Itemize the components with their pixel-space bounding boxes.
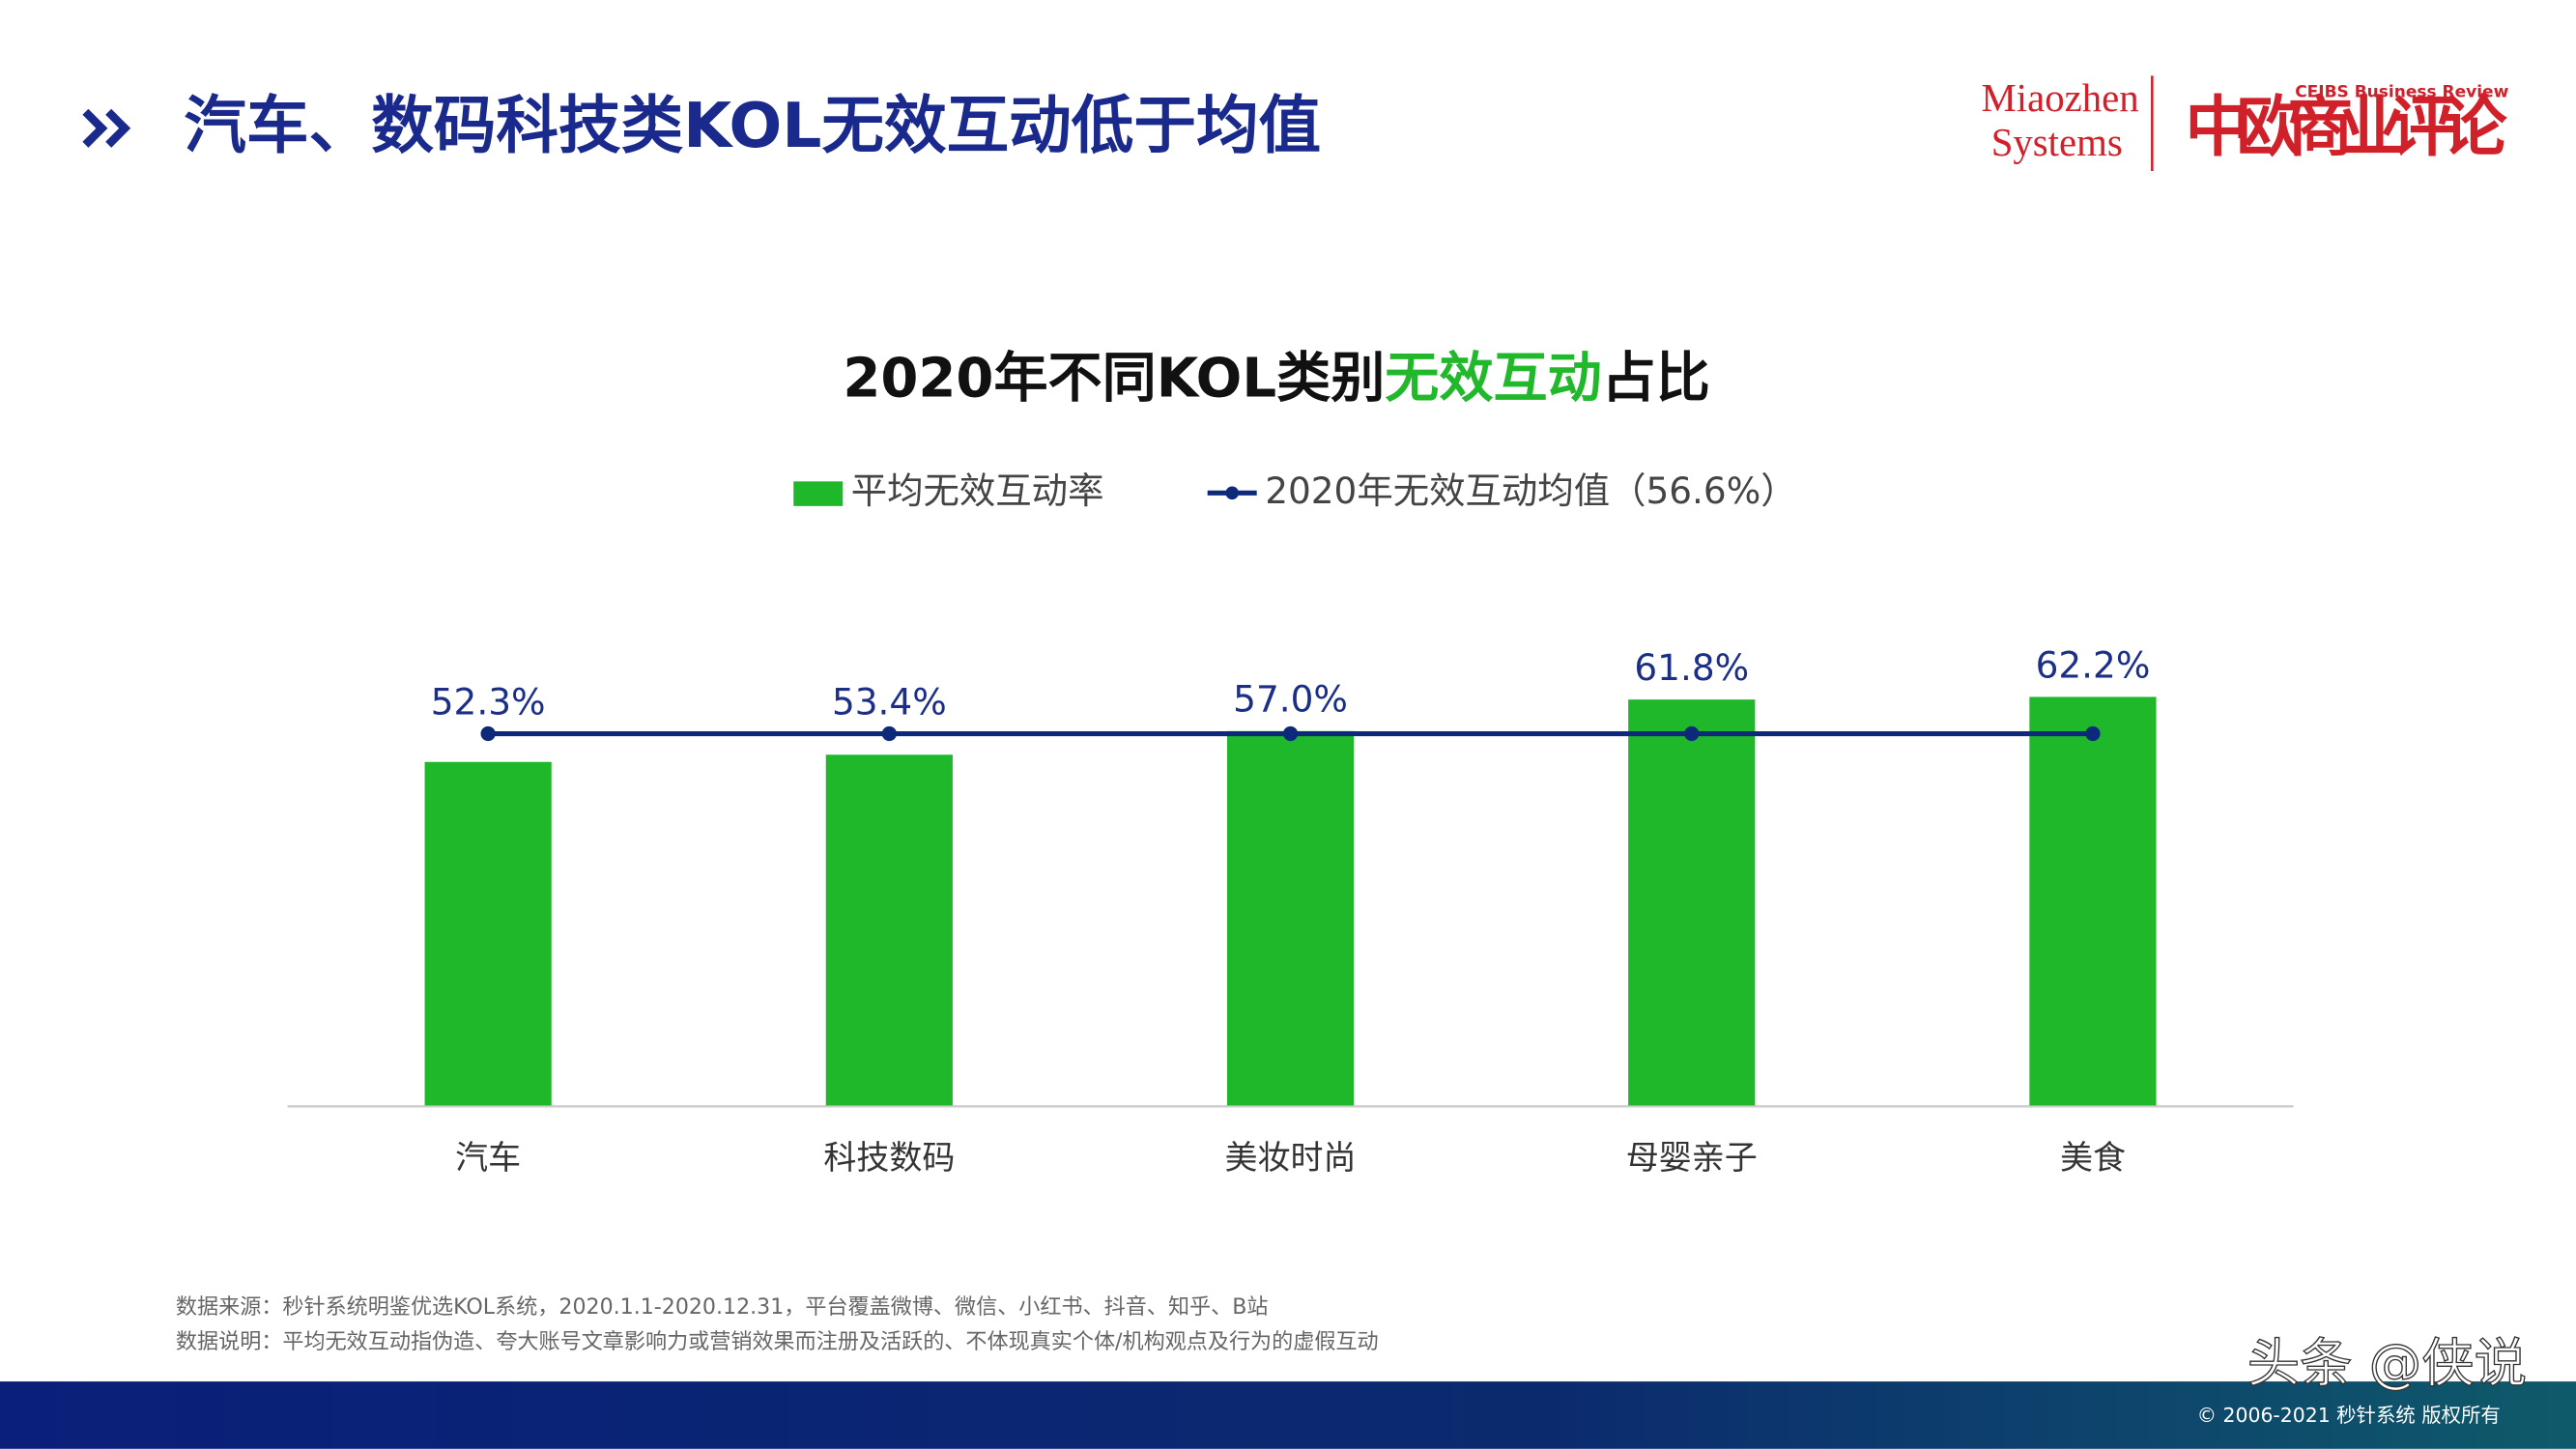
value-label: 62.2% <box>2036 643 2151 686</box>
bar <box>1628 699 1756 1106</box>
header-icon <box>82 108 131 148</box>
x-tick-label: 科技数码 <box>823 1139 955 1178</box>
legend-label: 2020年无效互动均值（56.6%） <box>1265 469 1796 512</box>
logo-text: 中欧商业评论 <box>2185 90 2507 166</box>
logo-text: CEIBS Business Review <box>2295 82 2508 101</box>
line-point <box>480 725 496 742</box>
legend-swatch <box>793 481 844 506</box>
chart-title-part: 2020年不同KOL类别 <box>843 347 1385 410</box>
x-tick-label: 母婴亲子 <box>1626 1139 1758 1178</box>
x-tick-label: 汽车 <box>455 1139 521 1178</box>
note: 数据来源：秒针系统明鉴优选KOL系统，2020.1.1-2020.12.31，平… <box>176 1294 1269 1320</box>
bar <box>424 761 552 1106</box>
line-point <box>2085 725 2101 742</box>
logo-text: Systems <box>1991 121 2123 164</box>
legend-label: 平均无效互动率 <box>851 469 1104 512</box>
bar <box>825 754 953 1106</box>
logo-text: Miaozhen <box>1982 76 2139 120</box>
x-tick-label: 美食 <box>2060 1139 2126 1178</box>
value-label: 57.0% <box>1233 678 1348 721</box>
value-label: 53.4% <box>832 680 947 723</box>
chart-title: 2020年不同KOL类别无效互动占比 <box>843 347 1710 410</box>
copyright: © 2006-2021 秒针系统 版权所有 <box>2197 1404 2501 1427</box>
line-point <box>1684 725 1700 742</box>
legend-swatch <box>1225 486 1239 500</box>
chart-title-part: 占比 <box>1602 347 1710 410</box>
watermark: 头条 @侠说 <box>2247 1333 2527 1394</box>
value-label: 52.3% <box>431 680 546 723</box>
value-label: 61.8% <box>1634 646 1749 689</box>
footer-band <box>0 1381 2576 1449</box>
chart: 平均无效互动率 2020年无效互动均值（56.6%） 汽车 科技数码 美妆时尚 母婴亲子 美… <box>287 469 2294 1178</box>
line-point <box>881 725 897 742</box>
bar <box>2029 696 2157 1106</box>
bar <box>1226 730 1355 1106</box>
line-point <box>1282 725 1299 742</box>
x-tick-label: 美妆时尚 <box>1225 1139 1357 1178</box>
chart-title-part: 无效互动 <box>1385 347 1601 410</box>
header-title: 汽车、数码科技类KOL无效互动低于均值 <box>184 90 1321 162</box>
note: 数据说明：平均无效互动指伪造、夸大账号文章影响力或营销效果而注册及活跃的、不体现… <box>176 1329 1379 1354</box>
